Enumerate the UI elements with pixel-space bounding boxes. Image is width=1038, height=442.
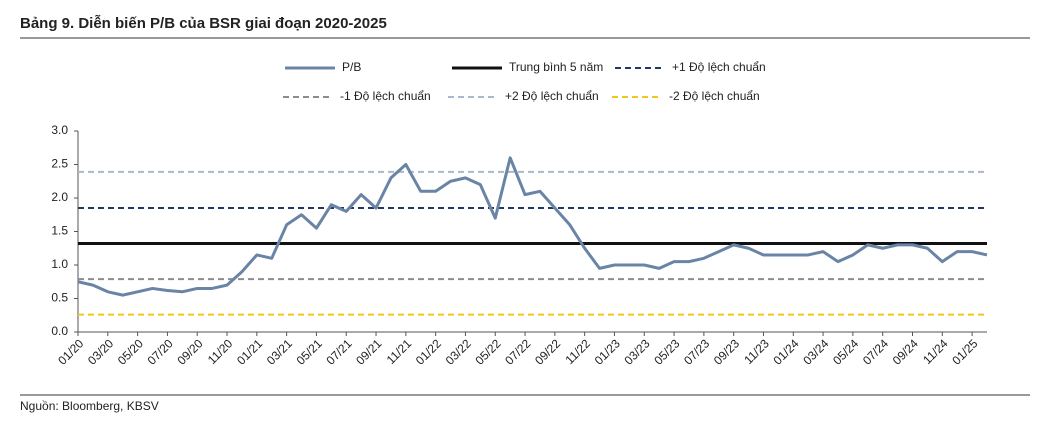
x-tick-label: 09/20 <box>174 336 205 367</box>
x-tick-label: 05/23 <box>651 336 682 367</box>
x-tick-label: 05/20 <box>115 336 146 367</box>
x-tick-label: 05/24 <box>830 336 861 367</box>
y-tick-label: 1.0 <box>51 257 68 271</box>
x-tick-label: 01/23 <box>592 336 623 367</box>
x-tick-label: 01/24 <box>771 336 802 367</box>
x-tick-label: 07/23 <box>681 336 712 367</box>
x-tick-label: 07/20 <box>145 336 176 367</box>
x-tick-label: 09/24 <box>890 336 921 367</box>
x-tick-label: 03/22 <box>443 336 474 367</box>
x-tick-label: 03/24 <box>800 336 831 367</box>
x-tick-label: 03/23 <box>621 336 652 367</box>
x-tick-label: 01/20 <box>55 336 86 367</box>
x-tick-label: 07/24 <box>860 336 891 367</box>
legend-label: -1 Độ lệch chuẩn <box>340 89 431 103</box>
x-tick-label: 03/21 <box>264 336 295 367</box>
y-tick-label: 3.0 <box>51 123 68 137</box>
legend-label: +2 Độ lệch chuẩn <box>505 89 599 103</box>
x-tick-label: 11/22 <box>563 336 594 367</box>
y-tick-label: 1.5 <box>51 224 68 238</box>
x-tick-label: 11/21 <box>384 336 415 367</box>
chart-title: Bảng 9. Diễn biến P/B của BSR giai đoạn … <box>20 15 387 32</box>
pb-line <box>77 156 988 297</box>
source: Nguồn: Bloomberg, KBSV <box>20 399 159 413</box>
x-tick-label: 11/23 <box>741 336 772 367</box>
x-tick-label: 01/21 <box>234 336 265 367</box>
legend-label: +1 Độ lệch chuẩn <box>672 60 766 74</box>
legend-label: Trung bình 5 năm <box>509 60 603 74</box>
y-tick-label: 2.5 <box>51 157 68 171</box>
x-tick-label: 01/25 <box>949 336 980 367</box>
x-tick-label: 11/20 <box>205 336 236 367</box>
x-tick-label: 03/20 <box>85 336 116 367</box>
legend-label: -2 Độ lệch chuẩn <box>669 89 760 103</box>
legend-label: P/B <box>342 60 361 74</box>
x-tick-label: 07/22 <box>502 336 533 367</box>
x-tick-label: 09/22 <box>532 336 563 367</box>
x-tick-label: 05/21 <box>294 336 325 367</box>
x-tick-label: 11/24 <box>920 336 951 367</box>
x-tick-label: 09/21 <box>353 336 384 367</box>
y-tick-label: 2.0 <box>51 190 68 204</box>
y-tick-label: 0.5 <box>51 291 68 305</box>
x-tick-label: 01/22 <box>413 336 444 367</box>
y-tick-label: 0.0 <box>51 324 68 338</box>
x-tick-label: 09/23 <box>711 336 742 367</box>
x-tick-label: 05/22 <box>472 336 503 367</box>
x-tick-label: 07/21 <box>323 336 354 367</box>
